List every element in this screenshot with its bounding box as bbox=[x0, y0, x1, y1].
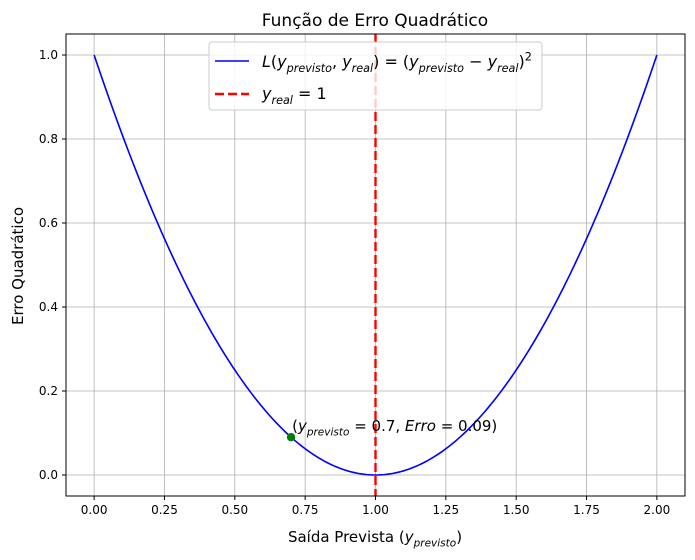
subscript: previsto bbox=[413, 538, 457, 550]
text-segment: Saída Prevista ( bbox=[288, 528, 405, 546]
y-tick-label: 0.8 bbox=[39, 132, 58, 146]
x-tick-label: 1.50 bbox=[503, 503, 530, 517]
text-segment: = 1 bbox=[293, 84, 327, 103]
text-segment: = 0.09) bbox=[436, 417, 497, 435]
text-segment: ) bbox=[519, 52, 525, 71]
text-segment: y bbox=[261, 84, 272, 103]
superscript: 2 bbox=[525, 51, 532, 64]
x-tick-label: 1.00 bbox=[362, 503, 389, 517]
text-segment: y bbox=[408, 52, 419, 71]
text-segment: y bbox=[341, 52, 352, 71]
subscript: real bbox=[271, 94, 293, 107]
legend-label: L(yprevisto, yreal) = (yprevisto − yreal… bbox=[262, 51, 532, 75]
text-segment: ( bbox=[271, 52, 277, 71]
legend-label: yreal = 1 bbox=[261, 84, 327, 107]
x-tick-label: 0.50 bbox=[221, 503, 248, 517]
highlight-point bbox=[286, 433, 296, 442]
text-segment: y bbox=[404, 528, 415, 546]
text-segment: L bbox=[262, 52, 271, 71]
x-tick-label: 0.25 bbox=[151, 503, 178, 517]
subscript: previsto bbox=[286, 62, 333, 75]
y-tick-label: 0.4 bbox=[39, 300, 58, 314]
y-tick-label: 0.2 bbox=[39, 384, 58, 398]
ticks: 0.00 0.25 0.50 0.75 1.00 1.25 1.50 1.75 2.00 0.0 0… bbox=[39, 48, 670, 517]
point-annotation: (yprevisto = 0.7, Erro = 0.09) bbox=[292, 417, 497, 439]
text-segment: y bbox=[487, 52, 498, 71]
y-axis-label: Erro Quadrático bbox=[9, 207, 27, 325]
subscript: previsto bbox=[418, 62, 465, 75]
subscript: previsto bbox=[306, 427, 350, 439]
text-segment: y bbox=[297, 417, 308, 435]
text-segment: = 0.7, bbox=[349, 417, 405, 435]
x-tick-label: 2.00 bbox=[644, 503, 671, 517]
y-tick-label: 0.0 bbox=[39, 468, 58, 482]
legend-box bbox=[208, 41, 543, 111]
legend: L(yprevisto, yreal) = (yprevisto − yreal… bbox=[208, 41, 543, 111]
chart-title: Função de Erro Quadrático bbox=[262, 11, 488, 31]
text-segment: Erro bbox=[405, 417, 436, 435]
subscript: real bbox=[497, 62, 519, 75]
y-tick-label: 1.0 bbox=[39, 48, 58, 62]
text-segment: , bbox=[332, 52, 342, 71]
x-tick-label: 0.00 bbox=[81, 503, 108, 517]
subscript: real bbox=[352, 62, 374, 75]
loss-curve bbox=[93, 54, 658, 476]
text-segment: y bbox=[276, 52, 287, 71]
x-axis-label: Saída Prevista (yprevisto) bbox=[288, 528, 462, 550]
plot-marks: (yprevisto = 0.7, Erro = 0.09) bbox=[93, 34, 658, 496]
text-segment: ( bbox=[292, 417, 298, 435]
x-tick-label: 1.75 bbox=[573, 503, 600, 517]
x-tick-label: 0.75 bbox=[292, 503, 319, 517]
text-segment: − bbox=[464, 52, 488, 71]
x-tick-label: 1.25 bbox=[432, 503, 459, 517]
text-segment: ) = ( bbox=[373, 52, 409, 71]
text-segment: ) bbox=[456, 528, 462, 546]
y-tick-label: 0.6 bbox=[39, 216, 58, 230]
